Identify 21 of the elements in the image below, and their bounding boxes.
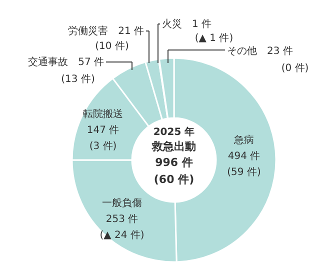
slice-label: その他 23 件 [227, 45, 293, 57]
text: (60 件) [154, 173, 194, 186]
text: (59 件) [227, 167, 261, 178]
slice-label: 一般負傷 [102, 197, 142, 209]
text: 救急出動 [151, 140, 196, 153]
text: (3 件) [89, 141, 117, 152]
text: 2025 年 [153, 126, 195, 138]
slice-label: 交通事故 57 件 [28, 56, 104, 68]
data-label: 494 件 [228, 151, 260, 162]
slice-label: 転院搬送 [83, 108, 123, 120]
text: (0 件) [281, 63, 309, 74]
text: (▲ 24 件) [100, 230, 144, 241]
slice-label: 急病 [233, 134, 254, 146]
text: (▲ 1 件) [194, 33, 234, 44]
text: 996 件 [155, 156, 193, 169]
slice-label: 火災 1 件 [162, 18, 212, 30]
text: (10 件) [95, 41, 129, 52]
slice-label: 労働災害 21 件 [68, 25, 144, 37]
text: (13 件) [61, 74, 95, 85]
data-label: 253 件 [106, 214, 138, 225]
data-label: 147 件 [86, 125, 120, 136]
